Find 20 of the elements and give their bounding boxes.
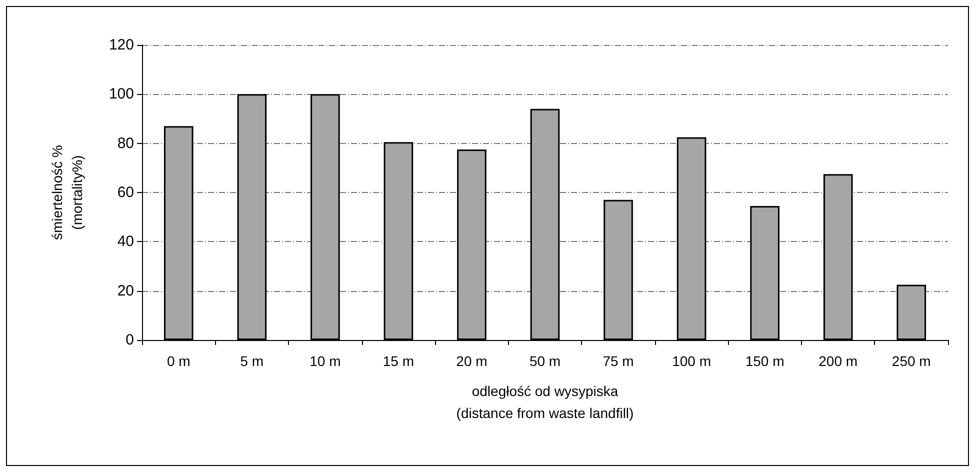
x-tick-label: 75 m [602, 353, 634, 369]
x-tick-label: 20 m [456, 353, 488, 369]
y-tick-label: 0 [126, 332, 134, 348]
x-axis-title: odległość od wysypiska (distance from waste landfill) [456, 383, 634, 421]
x-tick-label: 15 m [382, 353, 414, 369]
x-tick-label: 10 m [310, 353, 341, 369]
x-tick-label: 150 m [745, 353, 784, 369]
x-tick-label: 0 m [166, 353, 190, 369]
x-tick-label: 5 m [240, 353, 264, 369]
x-tick-label: 200 m [818, 353, 858, 369]
x-tick-label: 250 m [892, 353, 931, 369]
y-tick-label: 100 [108, 86, 134, 103]
y-tick-label: 120 [108, 36, 134, 54]
y-tick-label: 40 [117, 233, 134, 250]
x-tick-label: 100 m [672, 353, 712, 369]
y-axis-title: śmiertelność % (mortality%) [49, 145, 85, 240]
x-tick-label: 50 m [529, 353, 561, 369]
y-tick-label: 80 [117, 134, 134, 152]
y-tick-label: 60 [117, 184, 134, 201]
y-tick-label: 20 [117, 282, 134, 300]
